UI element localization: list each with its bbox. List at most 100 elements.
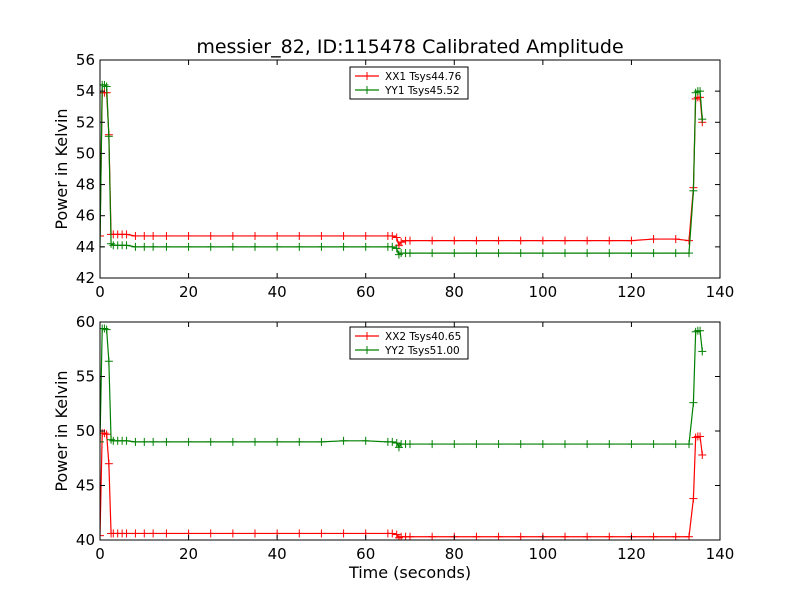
legend-entry: XX1 Tsys44.76	[355, 71, 462, 83]
data-point	[361, 231, 370, 240]
axes-frame	[99, 59, 721, 279]
data-point	[317, 529, 326, 538]
y-tick-label: 46	[76, 207, 95, 225]
data-point	[561, 236, 569, 245]
x-tick-label: 100	[529, 545, 558, 563]
data-point	[273, 231, 282, 240]
data-point	[689, 398, 698, 407]
data-point	[388, 437, 397, 446]
data-point	[317, 242, 326, 251]
data-point	[251, 231, 259, 240]
data-point	[122, 241, 131, 250]
data-point	[689, 186, 698, 195]
data-point	[406, 236, 414, 245]
data-point	[273, 437, 282, 446]
plot-area	[100, 324, 707, 540]
data-point	[140, 529, 149, 538]
data-point	[184, 231, 193, 240]
data-point	[140, 437, 149, 446]
data-point	[149, 231, 158, 240]
y-tick-label: 40	[76, 531, 95, 549]
data-point	[561, 532, 569, 540]
data-point	[494, 249, 503, 258]
y-tick-label: 60	[76, 313, 95, 331]
data-point	[295, 242, 304, 251]
data-point	[450, 236, 459, 245]
data-point	[627, 236, 636, 245]
legend-label: YY2 Tsys51.00	[384, 345, 460, 357]
data-point	[140, 242, 149, 251]
data-point	[149, 242, 158, 251]
data-point	[605, 532, 614, 540]
y-tick-label: 52	[76, 113, 95, 131]
series-markers-2	[100, 80, 707, 259]
x-axis-label: Time (seconds)	[348, 563, 471, 582]
data-point	[516, 236, 525, 245]
data-point	[627, 440, 636, 449]
data-point	[472, 532, 481, 540]
data-point	[149, 529, 158, 538]
data-point	[100, 437, 104, 446]
legend-entry: YY1 Tsys45.52	[355, 85, 460, 97]
data-point	[685, 249, 693, 258]
data-point	[671, 532, 680, 540]
y-tick-label: 50	[76, 144, 95, 162]
data-point	[671, 249, 680, 258]
data-point	[472, 236, 481, 245]
data-point	[698, 450, 707, 459]
data-point	[361, 242, 370, 251]
data-point	[339, 231, 348, 240]
legend-label: XX2 Tsys40.65	[385, 331, 461, 343]
data-point	[131, 529, 140, 538]
x-tick-label: 140	[706, 545, 735, 563]
data-point	[649, 440, 658, 449]
data-point	[472, 249, 481, 258]
data-point	[104, 459, 113, 468]
data-point	[406, 249, 414, 258]
data-point	[317, 437, 326, 446]
data-point	[392, 233, 401, 242]
data-point	[516, 532, 525, 540]
data-point	[388, 231, 397, 240]
data-point	[140, 231, 149, 240]
data-point	[649, 235, 658, 244]
data-point	[649, 249, 658, 258]
data-point	[339, 242, 348, 251]
x-tick-label: 140	[706, 283, 735, 301]
data-point	[295, 437, 304, 446]
data-point	[131, 437, 140, 446]
data-point	[122, 230, 131, 239]
data-point	[162, 242, 171, 251]
y-tick-label: 56	[76, 51, 95, 69]
legend-label: YY1 Tsys45.52	[384, 85, 460, 97]
data-point	[104, 132, 113, 141]
data-point	[671, 440, 680, 449]
data-point	[696, 87, 705, 96]
legend: XX1 Tsys44.76 YY1 Tsys45.52	[349, 66, 469, 100]
data-point	[102, 325, 111, 334]
data-point	[162, 437, 171, 446]
data-point	[561, 249, 569, 258]
data-point	[450, 440, 459, 449]
data-point	[538, 249, 547, 258]
data-point	[131, 231, 140, 240]
data-point	[605, 236, 614, 245]
x-tick-label: 20	[179, 283, 198, 301]
subplot-top: 0 20 40 60 80 100 120 140 42 44 46 48 50 52 54 56 Power …	[52, 51, 734, 301]
data-point	[583, 249, 592, 258]
data-point	[228, 529, 237, 538]
data-point	[388, 529, 397, 538]
legend-entry: XX2 Tsys40.65	[355, 331, 461, 343]
data-point	[206, 242, 215, 251]
data-point	[228, 242, 237, 251]
data-point	[605, 440, 614, 449]
data-point	[583, 440, 592, 449]
data-point	[251, 437, 259, 446]
data-point	[100, 531, 104, 540]
data-point	[339, 436, 348, 445]
data-point	[228, 437, 237, 446]
data-point	[184, 437, 193, 446]
series-markers-2	[100, 324, 707, 452]
subplot-bottom: 0 20 40 60 80 100 120 140 40 45 50 55 60 Power in Kel…	[52, 313, 734, 563]
